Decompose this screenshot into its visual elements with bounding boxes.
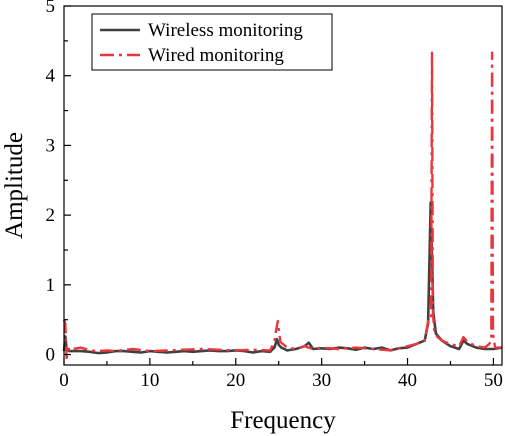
legend: Wireless monitoring Wired monitoring: [91, 13, 333, 71]
legend-label-wired: Wired monitoring: [148, 45, 284, 66]
series-line-wireless: [62, 201, 503, 355]
series-line-wired: [62, 51, 502, 360]
x-tick-label: 30: [312, 370, 331, 391]
x-tick-label: 10: [140, 370, 159, 391]
y-axis-ticks: 0 1 2 3 4 5: [46, 0, 71, 366]
x-tick-label: 40: [398, 370, 417, 391]
legend-box: [91, 13, 333, 71]
y-tick-label: 2: [46, 205, 56, 226]
y-tick-label: 1: [46, 275, 56, 296]
legend-label-wireless: Wireless monitoring: [148, 20, 303, 41]
x-tick-label: 20: [226, 370, 245, 391]
y-tick-label: 0: [46, 345, 56, 366]
y-tick-label: 4: [46, 66, 56, 87]
y-tick-label: 5: [46, 0, 56, 17]
plot-frame: [63, 5, 503, 366]
series-layer: [62, 51, 503, 360]
x-tick-label: 50: [484, 370, 503, 391]
y-axis-title: Amplitude: [1, 132, 28, 239]
y-tick-label: 3: [46, 135, 56, 156]
x-axis-ticks: 0 10 20 30 40 50: [59, 358, 503, 391]
x-axis-title: Frequency: [230, 407, 336, 434]
x-tick-label: 0: [59, 370, 69, 391]
